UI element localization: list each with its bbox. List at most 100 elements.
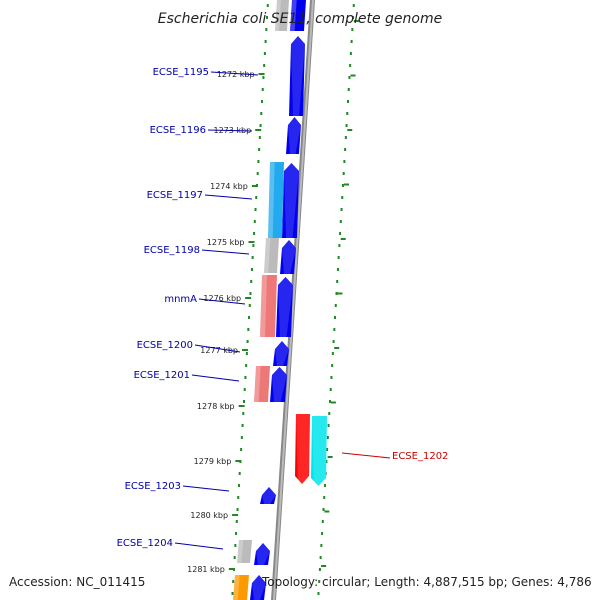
gene-label: mnmA: [164, 294, 197, 305]
gray-feature-top: [275, 0, 289, 31]
outer-dot: [237, 496, 240, 499]
gene-label: ECSE_1204: [117, 538, 173, 549]
gene-label: ECSE_1198: [144, 245, 200, 256]
cds-ecse-1201-gloss: [272, 367, 287, 402]
inner-dot: [338, 244, 341, 247]
feature-sky-gloss: [268, 162, 275, 238]
inner-dot: [327, 424, 330, 427]
minor-tick: [350, 74, 356, 77]
outer-dot: [259, 124, 262, 127]
inner-dot: [339, 220, 342, 223]
outer-dot: [250, 268, 253, 271]
outer-dot: [236, 508, 239, 511]
outer-dot: [231, 592, 234, 595]
outer-dot: [240, 448, 243, 451]
cds-ecse-1197: [282, 163, 299, 238]
outer-dot: [235, 520, 238, 523]
inner-dot: [347, 88, 350, 91]
tick-label: 1278 kbp: [197, 402, 235, 411]
inner-dot: [341, 196, 344, 199]
outer-dot: [253, 232, 256, 235]
gene-label: ECSE_1200: [137, 340, 193, 351]
feature-salmon-1201: [254, 366, 270, 402]
inner-dot: [328, 412, 331, 415]
outer-dot: [266, 16, 269, 19]
outer-dot: [261, 88, 264, 91]
feature-gray-1204-gloss: [237, 540, 244, 563]
minor-tick: [334, 347, 340, 349]
minor-tick: [353, 20, 359, 22]
cds-ecse-1200: [273, 341, 289, 366]
map-title: Escherichia coli SE11, complete genome: [158, 11, 442, 27]
gene-label: ECSE_1202: [392, 451, 448, 462]
label-leader-line: [198, 298, 246, 305]
backbone-highlight: [273, 0, 314, 600]
inner-dot: [345, 124, 348, 127]
inner-dot: [337, 256, 340, 259]
inner-dot: [334, 316, 337, 319]
tick-label: 1276 kbp: [203, 294, 241, 303]
outer-dot: [266, 4, 269, 7]
cds-ecse-1195: [289, 36, 305, 116]
accession-text: Accession: NC_011415: [9, 575, 146, 589]
inner-dot: [344, 136, 347, 139]
outer-dot: [263, 64, 266, 67]
major-tick: [242, 349, 248, 351]
inner-dot: [329, 388, 332, 391]
tick-label: 1272 kbp: [217, 70, 255, 79]
inner-dot: [332, 340, 335, 343]
outer-dot: [257, 160, 260, 163]
inner-dot: [326, 436, 329, 439]
outer-dot: [244, 376, 247, 379]
gray-feature-top-gloss: [275, 0, 281, 31]
cds-ecse-1204: [254, 543, 270, 565]
outer-dot: [265, 28, 268, 31]
outer-dot: [262, 76, 265, 79]
inner-dot: [333, 328, 336, 331]
feature-sky: [268, 162, 284, 238]
inner-dot: [331, 364, 334, 367]
inner-dot: [323, 496, 326, 499]
label-leader-line: [210, 71, 259, 76]
outer-dot: [252, 244, 255, 247]
cds-ecse-1203-gloss: [262, 487, 276, 504]
outer-dot: [248, 316, 251, 319]
inner-dot: [352, 4, 355, 7]
inner-dot: [329, 400, 331, 403]
label-leader-line: [201, 249, 250, 255]
inner-dot: [336, 280, 339, 283]
outer-dot: [241, 424, 244, 427]
outer-dot: [251, 256, 254, 259]
major-tick: [232, 514, 239, 516]
inner-dot: [325, 460, 328, 463]
outer-dot: [246, 340, 249, 343]
cds-bottom-gloss: [252, 575, 266, 600]
inner-dot: [352, 16, 355, 19]
minor-tick: [321, 565, 327, 567]
inner-dot: [341, 184, 344, 187]
outer-dot: [256, 172, 259, 175]
minor-tick: [343, 183, 349, 186]
major-tick: [248, 241, 255, 243]
inner-dot: [346, 112, 349, 115]
minor-tick: [340, 238, 346, 240]
minor-tick: [337, 292, 343, 295]
gene-label: ECSE_1195: [153, 67, 209, 78]
feature-gray-1204: [237, 540, 252, 563]
inner-dot: [320, 544, 323, 547]
cds-ecse-1198: [280, 240, 296, 274]
outer-dot: [245, 364, 248, 367]
gene-label: ECSE_1201: [134, 370, 190, 381]
cds-ecse-1195-gloss: [291, 36, 305, 116]
cds-mnmA: [276, 277, 293, 337]
gene-label: ECSE_1203: [125, 481, 181, 492]
feature-gray-1198: [264, 238, 279, 273]
inner-dot: [350, 40, 353, 43]
outer-dot: [249, 292, 252, 295]
outer-dot: [264, 40, 267, 43]
inner-dot: [326, 448, 329, 451]
inner-dot: [323, 484, 326, 487]
cds-top-gloss: [290, 0, 297, 31]
inner-dot: [317, 592, 320, 595]
tick-label: 1274 kbp: [210, 182, 248, 191]
